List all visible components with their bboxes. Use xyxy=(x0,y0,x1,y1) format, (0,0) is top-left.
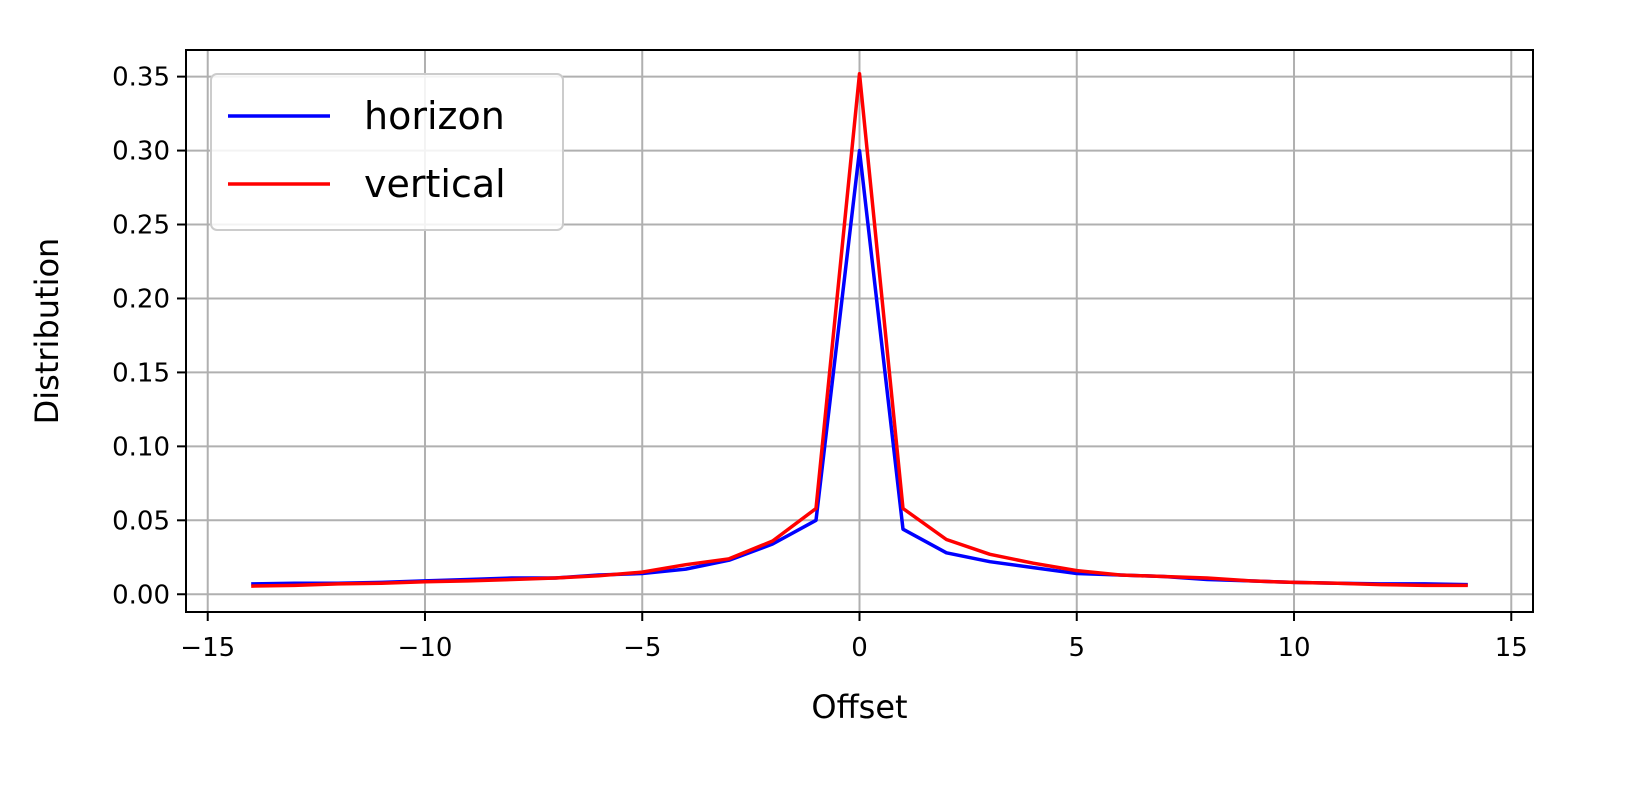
y-tick-label: 0.15 xyxy=(112,358,170,388)
y-tick-label: 0.20 xyxy=(112,284,170,314)
legend-label-horizon: horizon xyxy=(364,94,505,138)
y-tick-label: 0.35 xyxy=(112,63,170,93)
x-tick-label: 10 xyxy=(1277,633,1310,663)
legend-box xyxy=(210,73,564,231)
y-tick-label: 0.25 xyxy=(112,211,170,241)
series-lines xyxy=(251,71,1468,588)
x-tick-label: 5 xyxy=(1068,633,1085,663)
x-tick-label: −10 xyxy=(398,633,453,663)
y-tick-label: 0.10 xyxy=(112,432,170,462)
legend-label-vertical: vertical xyxy=(364,162,506,206)
x-tick-label: 0 xyxy=(851,633,868,663)
y-tick-label: 0.05 xyxy=(112,506,170,536)
x-tick-label: −5 xyxy=(623,633,661,663)
y-axis-label: Distribution xyxy=(28,238,66,425)
x-tick-label: 15 xyxy=(1495,633,1528,663)
legend: horizon vertical xyxy=(210,73,564,231)
y-tick-label: 0.00 xyxy=(112,580,170,610)
x-tick-label: −15 xyxy=(180,633,235,663)
x-axis-label: Offset xyxy=(811,688,907,726)
axis-ticks: −15 −10 −5 0 5 10 15 0.00 0.05 0.10 0.15 0.20 0.25 0.… xyxy=(112,63,1528,663)
y-tick-label: 0.30 xyxy=(112,137,170,167)
series-line-vertical xyxy=(251,71,1468,588)
